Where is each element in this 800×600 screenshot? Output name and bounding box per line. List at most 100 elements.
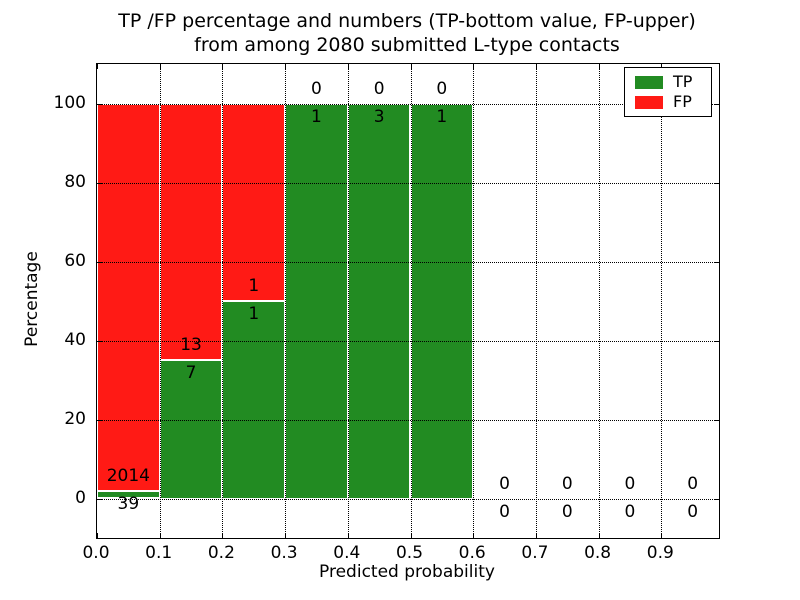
bar-tp-segment xyxy=(410,103,474,499)
plot-area: 2014 39 13 7 1 1 0 1 0 3 0 1 0 0 0 0 0 0 0 0 TP FP xyxy=(96,63,720,539)
fp-count-label: 2014 xyxy=(106,465,150,486)
vertical-gridline xyxy=(347,64,349,538)
legend-swatch-fp xyxy=(635,96,663,109)
x-tick-mark xyxy=(222,533,224,538)
x-tick-label: 0.9 xyxy=(646,543,674,563)
fp-count-label: 13 xyxy=(180,335,202,356)
y-tick-mark xyxy=(97,340,102,342)
y-tick-mark-right xyxy=(714,103,719,105)
fp-count-label: 1 xyxy=(248,276,260,296)
x-tick-mark-top xyxy=(222,64,224,69)
vertical-gridline xyxy=(159,64,161,538)
tp-count-label: 1 xyxy=(311,106,322,127)
chart-title-line1: TP /FP percentage and numbers (TP-bottom… xyxy=(118,10,696,32)
legend-swatch-tp xyxy=(635,76,663,89)
tp-count-label: 1 xyxy=(436,106,448,127)
fp-count-label: 0 xyxy=(624,473,636,494)
fp-count-label: 0 xyxy=(436,78,448,99)
x-tick-mark xyxy=(598,533,600,538)
x-tick-label: 0.5 xyxy=(395,543,424,563)
y-tick-mark-right xyxy=(714,261,719,263)
tp-count-label: 3 xyxy=(373,106,385,127)
tp-count-label: 39 xyxy=(117,493,140,514)
bar-fp-segment xyxy=(159,103,223,361)
vertical-gridline xyxy=(222,64,224,538)
x-tick-mark xyxy=(661,533,663,538)
vertical-gridline xyxy=(285,64,287,538)
x-tick-label: 0.2 xyxy=(207,543,235,563)
x-tick-mark-top xyxy=(159,64,161,69)
tp-count-label: 0 xyxy=(561,501,573,522)
x-tick-mark xyxy=(347,533,349,538)
tp-count-label: 0 xyxy=(499,501,510,522)
x-tick-mark xyxy=(410,533,412,538)
horizontal-gridline xyxy=(97,419,719,421)
x-tick-mark-top xyxy=(598,64,600,69)
y-tick-mark-right xyxy=(714,498,719,500)
y-tick-mark xyxy=(97,103,102,105)
chart-title: TP /FP percentage and numbers (TP-bottom… xyxy=(96,9,718,57)
y-tick-mark-right xyxy=(714,419,719,421)
x-tick-label: 0.7 xyxy=(521,543,549,563)
y-tick-mark-right xyxy=(714,182,719,184)
x-tick-mark-top xyxy=(661,64,663,69)
vertical-gridline xyxy=(410,64,412,538)
bar-tp-segment xyxy=(285,103,348,499)
bar-tp-segment xyxy=(97,490,160,499)
horizontal-gridline xyxy=(97,340,719,342)
vertical-gridline xyxy=(661,64,663,538)
x-tick-label: 0.3 xyxy=(270,543,298,563)
chart-title-line2: from among 2080 submitted L-type contact… xyxy=(194,34,620,56)
y-tick-mark xyxy=(97,261,102,263)
x-tick-mark xyxy=(535,533,537,538)
fp-count-label: 0 xyxy=(311,78,322,99)
y-tick-label: 20 xyxy=(64,408,86,429)
horizontal-gridline xyxy=(97,498,719,500)
bar-tp-segment xyxy=(347,103,411,499)
x-tick-mark-top xyxy=(535,64,537,69)
fp-count-label: 0 xyxy=(373,78,385,99)
legend-label: FP xyxy=(673,92,692,111)
x-tick-mark xyxy=(473,533,475,538)
tp-count-label: 7 xyxy=(185,363,197,384)
tp-count-label: 0 xyxy=(687,501,699,522)
y-tick-mark xyxy=(97,419,102,421)
vertical-gridline xyxy=(535,64,537,538)
tp-count-label: 0 xyxy=(624,501,636,522)
legend: TP FP xyxy=(624,67,712,117)
y-tick-label: 80 xyxy=(64,171,86,192)
x-tick-mark xyxy=(159,533,161,538)
fp-count-label: 0 xyxy=(687,473,699,494)
tp-count-label: 1 xyxy=(248,304,260,324)
bar-fp-segment xyxy=(97,103,160,491)
x-tick-label: 0.6 xyxy=(458,543,486,563)
y-tick-label: 100 xyxy=(53,92,86,113)
x-tick-mark-top xyxy=(410,64,412,69)
horizontal-gridline xyxy=(97,182,719,184)
legend-item: TP xyxy=(625,72,711,92)
y-tick-mark xyxy=(97,182,102,184)
x-tick-label: 0.4 xyxy=(333,543,361,563)
y-tick-label: 60 xyxy=(64,250,86,271)
bar-tp-segment xyxy=(159,360,223,499)
bar-fp-segment xyxy=(222,103,286,301)
y-tick-label: 40 xyxy=(64,329,86,350)
vertical-gridline xyxy=(473,64,475,538)
x-tick-mark-top xyxy=(285,64,287,69)
x-tick-label: 0.8 xyxy=(584,543,612,563)
legend-label: TP xyxy=(673,72,693,91)
y-axis-label: Percentage xyxy=(22,251,42,347)
x-tick-mark-top xyxy=(473,64,475,69)
y-tick-mark xyxy=(97,498,102,500)
horizontal-gridline xyxy=(97,103,719,105)
x-tick-mark xyxy=(285,533,287,538)
x-tick-label: 0.1 xyxy=(145,543,173,563)
x-axis-label: Predicted probability xyxy=(319,562,495,582)
x-tick-label: 0.0 xyxy=(82,543,110,563)
y-tick-mark-right xyxy=(714,340,719,342)
horizontal-gridline xyxy=(97,261,719,263)
y-tick-label: 0 xyxy=(75,487,86,508)
fp-count-label: 0 xyxy=(561,473,573,494)
vertical-gridline xyxy=(598,64,600,538)
fp-count-label: 0 xyxy=(499,473,510,494)
